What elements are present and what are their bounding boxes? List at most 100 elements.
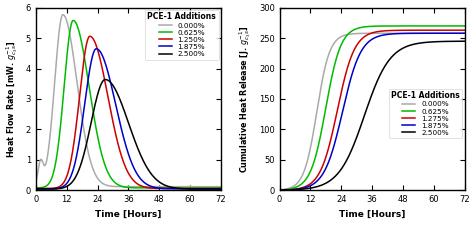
1.275% xyxy=(438,29,444,32)
0.000% xyxy=(60,13,66,16)
1.875% xyxy=(54,187,60,190)
Legend: 0.000%, 0.625%, 1.275%, 1.875%, 2.500%: 0.000%, 0.625%, 1.275%, 1.875%, 2.500% xyxy=(389,89,462,139)
Line: 0.625%: 0.625% xyxy=(36,20,221,188)
2.500% xyxy=(356,131,361,134)
0.000% xyxy=(218,185,224,188)
1.250% xyxy=(65,171,71,174)
Legend: 0.000%, 0.625%, 1.250%, 1.875%, 2.500%: 0.000%, 0.625%, 1.250%, 1.875%, 2.500% xyxy=(145,10,219,60)
X-axis label: Time [Hours]: Time [Hours] xyxy=(339,210,405,219)
0.000% xyxy=(195,185,201,188)
1.875% xyxy=(277,189,283,192)
2.500% xyxy=(54,187,60,190)
0.000% xyxy=(356,32,361,35)
0.625% xyxy=(309,167,314,170)
2.500% xyxy=(298,188,303,191)
2.500% xyxy=(347,151,353,154)
X-axis label: Time [Hours]: Time [Hours] xyxy=(95,210,162,219)
2.500% xyxy=(112,87,118,90)
1.275% xyxy=(462,29,467,32)
Line: 1.250%: 1.250% xyxy=(36,36,221,189)
0.000% xyxy=(65,24,71,27)
2.500% xyxy=(458,40,464,43)
2.500% xyxy=(277,189,283,192)
2.500% xyxy=(33,188,39,191)
1.275% xyxy=(277,189,283,192)
0.625% xyxy=(33,186,39,189)
0.625% xyxy=(112,181,118,184)
1.250% xyxy=(104,90,110,93)
2.500% xyxy=(102,78,108,81)
Line: 1.275%: 1.275% xyxy=(280,30,465,190)
2.500% xyxy=(104,78,110,81)
2.500% xyxy=(218,188,224,191)
0.625% xyxy=(65,45,71,48)
Line: 0.625%: 0.625% xyxy=(280,26,465,190)
1.875% xyxy=(462,32,467,35)
1.250% xyxy=(194,187,200,190)
1.875% xyxy=(218,187,224,190)
0.625% xyxy=(277,189,283,192)
2.500% xyxy=(438,40,444,43)
Y-axis label: Heat Flow Rate [mW. $g_{c_3s}^{-1}$]: Heat Flow Rate [mW. $g_{c_3s}^{-1}$] xyxy=(4,40,20,158)
1.250% xyxy=(218,187,224,190)
1.875% xyxy=(214,187,220,190)
0.000% xyxy=(438,32,444,35)
0.625% xyxy=(356,27,361,30)
0.625% xyxy=(54,153,60,156)
Line: 2.500%: 2.500% xyxy=(36,80,221,189)
0.000% xyxy=(215,185,220,188)
0.625% xyxy=(462,24,467,27)
0.000% xyxy=(277,188,283,191)
2.500% xyxy=(194,188,200,191)
2.500% xyxy=(214,188,220,191)
1.250% xyxy=(54,186,60,189)
Line: 0.000%: 0.000% xyxy=(36,15,221,187)
0.625% xyxy=(194,186,200,189)
1.275% xyxy=(458,29,464,32)
1.875% xyxy=(309,183,314,186)
1.875% xyxy=(458,32,464,35)
0.625% xyxy=(104,169,110,172)
0.625% xyxy=(218,186,224,189)
2.500% xyxy=(462,40,467,43)
0.000% xyxy=(188,185,194,188)
1.275% xyxy=(309,181,314,184)
0.000% xyxy=(104,184,110,187)
1.875% xyxy=(438,32,444,35)
Line: 2.500%: 2.500% xyxy=(280,41,465,190)
1.875% xyxy=(112,100,118,102)
0.000% xyxy=(33,180,39,183)
0.625% xyxy=(214,186,220,189)
2.500% xyxy=(65,184,71,187)
1.250% xyxy=(87,35,93,38)
1.875% xyxy=(93,47,99,50)
1.875% xyxy=(347,78,353,81)
Line: 1.875%: 1.875% xyxy=(280,33,465,190)
1.250% xyxy=(112,129,118,132)
0.000% xyxy=(54,52,60,55)
0.000% xyxy=(462,32,467,35)
1.250% xyxy=(33,187,39,190)
1.275% xyxy=(356,41,361,44)
0.000% xyxy=(309,140,314,143)
0.000% xyxy=(347,33,353,36)
1.275% xyxy=(347,57,353,60)
2.500% xyxy=(309,186,314,189)
0.000% xyxy=(458,32,464,35)
1.875% xyxy=(33,187,39,190)
0.625% xyxy=(438,24,444,27)
Y-axis label: Cumulative Heat Release [J. $g_{c_3s}^{-1}$]: Cumulative Heat Release [J. $g_{c_3s}^{-… xyxy=(237,25,253,173)
1.875% xyxy=(298,187,303,190)
1.875% xyxy=(104,67,110,70)
Line: 1.875%: 1.875% xyxy=(36,49,221,189)
0.625% xyxy=(458,24,464,27)
1.875% xyxy=(65,180,71,183)
0.625% xyxy=(70,19,76,22)
0.000% xyxy=(112,185,118,188)
0.000% xyxy=(298,177,303,180)
1.275% xyxy=(298,187,303,190)
0.625% xyxy=(215,186,220,189)
Line: 0.000%: 0.000% xyxy=(280,33,465,190)
1.875% xyxy=(194,187,200,190)
1.875% xyxy=(356,55,361,58)
